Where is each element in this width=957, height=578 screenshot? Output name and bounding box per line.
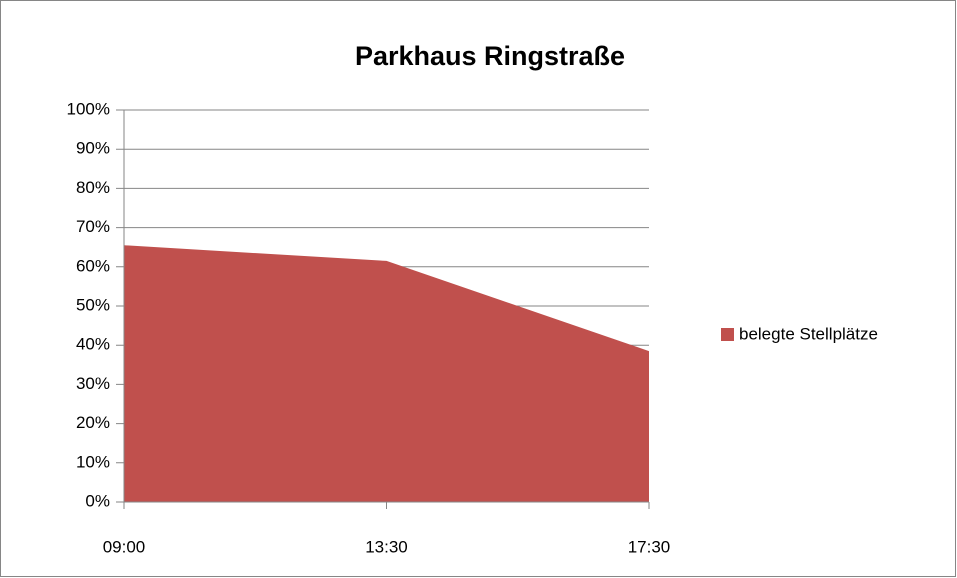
y-tick-label: 0%: [85, 491, 110, 510]
x-tick-label: 17:30: [628, 537, 671, 556]
y-tick-label: 30%: [76, 374, 110, 393]
y-tick-label: 60%: [76, 256, 110, 275]
area: [124, 245, 649, 503]
chart-title: Parkhaus Ringstraße: [355, 41, 625, 71]
y-tick-label: 50%: [76, 295, 110, 314]
x-tick-label: 13:30: [365, 537, 408, 556]
y-tick-label: 80%: [76, 178, 110, 197]
y-tick-label: 70%: [76, 217, 110, 236]
legend-swatch: [721, 328, 734, 341]
y-tick-label: 100%: [67, 99, 110, 118]
y-tick-label: 40%: [76, 335, 110, 354]
x-tick-label: 09:00: [103, 537, 146, 556]
y-tick-label: 10%: [76, 452, 110, 471]
y-tick-label: 20%: [76, 413, 110, 432]
y-tick-label: 90%: [76, 139, 110, 158]
legend-label: belegte Stellplätze: [739, 324, 878, 343]
